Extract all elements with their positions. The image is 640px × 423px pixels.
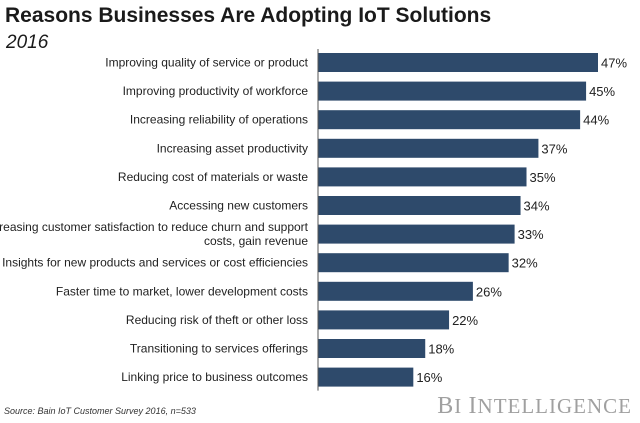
category-label: Increasing asset productivity xyxy=(157,141,308,155)
bar xyxy=(318,310,450,330)
chart-title: Reasons Businesses Are Adopting IoT Solu… xyxy=(5,4,492,27)
bi-intelligence-logo: BI INTELLIGENCE xyxy=(437,393,632,419)
bars-group: 47% Improving quality of service or produ… xyxy=(0,53,627,387)
value-label: 45% xyxy=(589,84,615,99)
value-label: 22% xyxy=(452,313,478,328)
bar xyxy=(318,53,598,72)
value-label: 18% xyxy=(428,342,454,357)
bar xyxy=(318,224,515,244)
chart-subtitle: 2016 xyxy=(6,32,49,53)
value-label: 47% xyxy=(601,56,627,71)
value-label: 34% xyxy=(524,199,550,214)
category-label: costs, gain revenue xyxy=(204,234,308,248)
bar xyxy=(318,367,414,387)
category-label: Transitioning to services offerings xyxy=(130,342,308,356)
value-label: 37% xyxy=(541,141,567,156)
value-label: 16% xyxy=(416,370,442,385)
category-label: Faster time to market, lower development… xyxy=(56,284,308,298)
source-note: Source: Bain IoT Customer Survey 2016, n… xyxy=(4,406,196,416)
bar xyxy=(318,81,587,101)
bar xyxy=(318,339,426,358)
category-label: Reducing risk of theft or other loss xyxy=(126,313,308,327)
category-label: Increasing customer satisfaction to redu… xyxy=(0,220,309,234)
category-label: Insights for new products and services o… xyxy=(2,256,308,270)
category-label: Reducing cost of materials or waste xyxy=(118,170,308,184)
category-label: Accessing new customers xyxy=(169,199,308,213)
bar xyxy=(318,253,509,273)
bar xyxy=(318,167,527,187)
category-label: Increasing reliability of operations xyxy=(130,113,308,127)
bar xyxy=(318,281,473,301)
value-label: 32% xyxy=(512,256,538,271)
bar xyxy=(318,138,539,158)
category-label: Improving productivity of workforce xyxy=(123,84,309,98)
value-label: 35% xyxy=(530,170,556,185)
bar xyxy=(318,196,521,215)
category-label: Improving quality of service or product xyxy=(105,56,308,70)
value-label: 33% xyxy=(518,227,544,242)
value-label: 44% xyxy=(583,113,609,128)
value-label: 26% xyxy=(476,284,502,299)
bar xyxy=(318,110,581,130)
category-label: Linking price to business outcomes xyxy=(121,370,308,384)
